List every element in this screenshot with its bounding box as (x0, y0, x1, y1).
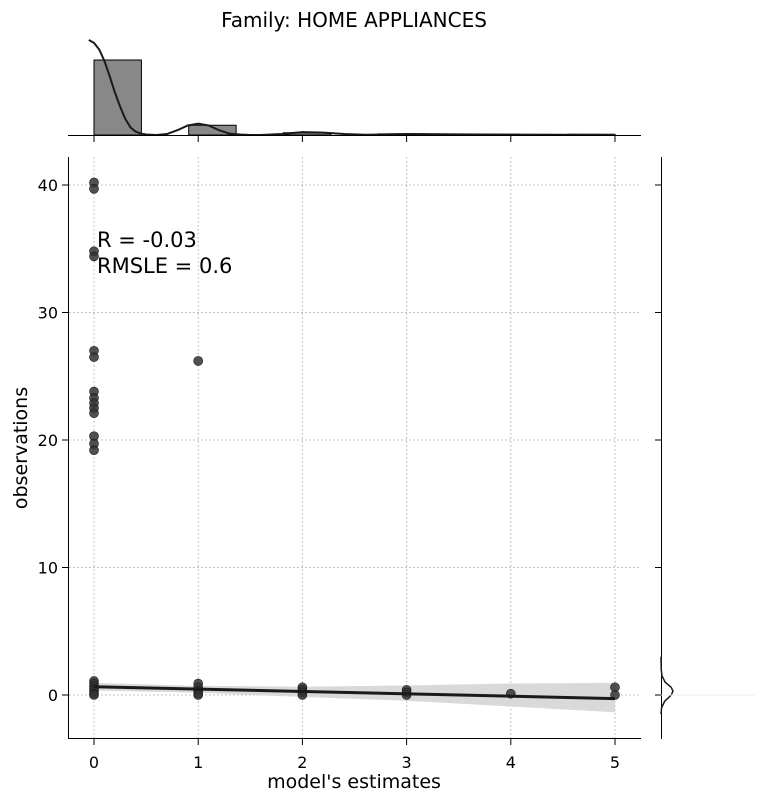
correlation-annotation: R = -0.03 (97, 228, 197, 252)
data-point (89, 690, 99, 700)
x-axis-label: model's estimates (267, 771, 441, 793)
regression-line (93, 685, 616, 701)
chart-title: Family: HOME APPLIANCES (221, 8, 487, 32)
y-axis-label: observations (10, 387, 32, 509)
main-plot: 0 1 2 3 4 5 0 10 20 30 40 R = -0.03 RMSLE = 0.6 m… (10, 136, 661, 793)
marginal-x-histogram (68, 39, 641, 137)
y-tick-label: 0 (48, 686, 58, 705)
y-tick-label: 10 (38, 559, 58, 578)
data-point (89, 184, 99, 194)
data-point (89, 352, 99, 362)
x-tick-label: 0 (89, 753, 99, 772)
x-tick-label: 1 (193, 753, 203, 772)
y-tick-label: 20 (38, 431, 58, 450)
x-tick-label: 2 (297, 753, 307, 772)
x-tick-label: 5 (610, 753, 620, 772)
data-point (89, 408, 99, 419)
marginal-y-plot (660, 157, 755, 739)
data-point (193, 690, 203, 700)
y-tick-label: 30 (38, 304, 58, 323)
rmsle-annotation: RMSLE = 0.6 (97, 254, 232, 278)
y-tick-label: 40 (38, 176, 58, 195)
marginal-y-kde-line (660, 656, 674, 715)
data-point (89, 251, 99, 262)
marginal-x-kde-line (88, 39, 616, 137)
data-point (193, 356, 203, 366)
x-tick-label: 3 (402, 753, 412, 772)
data-point (89, 445, 99, 456)
x-tick-label: 4 (506, 753, 516, 772)
